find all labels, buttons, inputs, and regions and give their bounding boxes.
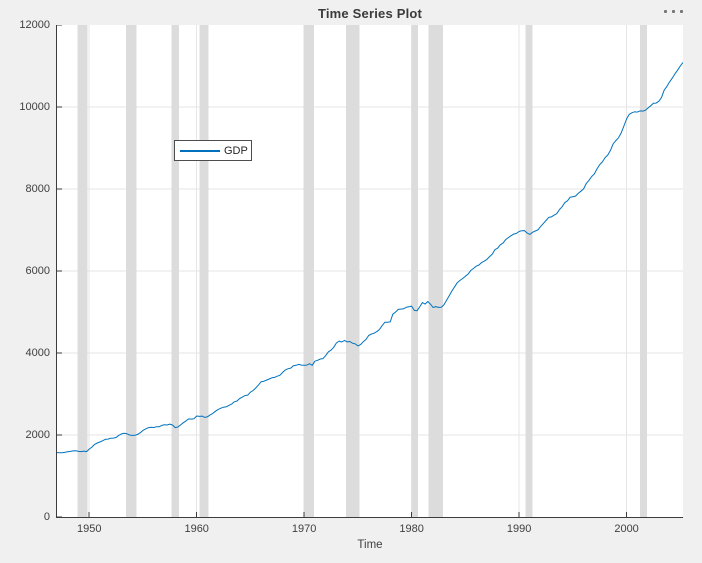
x-tick-label: 1980: [399, 523, 424, 535]
x-axis-label: Time: [357, 539, 383, 551]
x-tick-label: 2000: [614, 523, 639, 535]
axes-toolbar-more-button[interactable]: [653, 3, 693, 19]
ellipsis-icon: [663, 9, 667, 13]
recession-band: [125, 25, 137, 517]
ellipsis-icon: [679, 9, 683, 13]
recession-band: [171, 25, 179, 517]
recession-band: [303, 25, 315, 517]
y-tick-label: 6000: [25, 265, 50, 277]
y-tick-label: 2000: [25, 429, 50, 441]
x-tick-label: 1970: [291, 523, 317, 535]
plot-area: [56, 25, 683, 518]
y-tick-label: 12000: [19, 19, 50, 31]
recession-band: [411, 25, 418, 517]
y-tick-label: 0: [43, 511, 50, 523]
recession-band: [525, 25, 533, 517]
y-tick-label: 8000: [25, 183, 50, 195]
chart-title: Time Series Plot: [317, 6, 423, 21]
recession-band: [428, 25, 444, 517]
legend-line-sample: [180, 149, 220, 152]
recession-band: [345, 25, 360, 517]
x-tick-label: 1950: [76, 523, 102, 535]
y-tick-label: 4000: [25, 347, 50, 359]
recession-band: [640, 25, 648, 517]
legend[interactable]: GDP: [174, 140, 252, 161]
recession-band: [199, 25, 209, 517]
chart-canvas: [57, 25, 683, 517]
recession-band: [77, 25, 88, 517]
x-tick-label: 1960: [184, 523, 209, 535]
ellipsis-icon: [671, 9, 675, 13]
x-tick-label: 1990: [506, 523, 532, 535]
legend-entry-label: GDP: [224, 144, 248, 157]
gdp-line: [57, 62, 683, 454]
y-tick-label: 10000: [19, 101, 50, 113]
